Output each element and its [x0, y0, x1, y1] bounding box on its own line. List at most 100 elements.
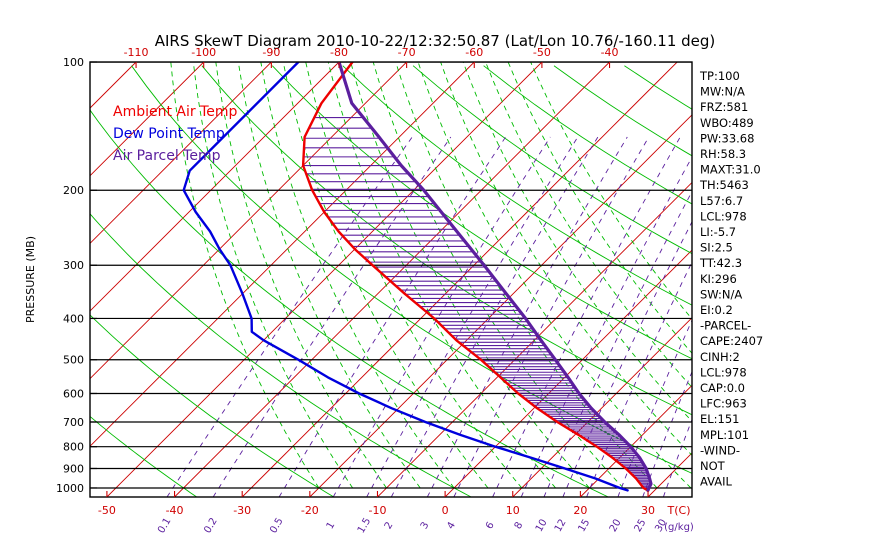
temp-top-tick-label: -90	[262, 46, 280, 59]
temp-tick-label: 30	[641, 504, 655, 517]
mixing-ratio-label: 25	[633, 517, 649, 534]
pressure-tick-label: 800	[63, 441, 84, 454]
sidebar-stat-frz: FRZ:581	[700, 100, 748, 114]
isotherm-line	[783, 62, 870, 497]
mixing-ratio-label: 1.5	[356, 516, 373, 535]
sidebar-stat-tp: TP:100	[699, 69, 740, 83]
moist-adiabat-line	[237, 62, 421, 489]
sidebar-stat-si: SI:2.5	[700, 241, 733, 255]
ambient-temp-curve	[301, 62, 650, 492]
sidebar-stat-maxt: MAXT:31.0	[700, 163, 761, 177]
sidebar-stat-mpl: MPL:101	[700, 428, 749, 442]
temp-tick-label: -10	[368, 504, 386, 517]
temp-tick-label: -30	[233, 504, 251, 517]
isotherm-line	[377, 181, 692, 497]
mixing-ratio-label: 15	[576, 517, 592, 534]
pressure-tick-label: 600	[63, 387, 84, 400]
chart-title: AIRS SkewT Diagram 2010-10-22/12:32:50.8…	[155, 32, 716, 50]
temp-top-tick-label: -40	[601, 46, 619, 59]
temp-top-tick-label: -80	[330, 46, 348, 59]
sidebar-stat-ki: KI:296	[700, 272, 737, 286]
mixing-ratio-label: 0.1	[156, 516, 173, 535]
isotherm-line	[106, 62, 543, 497]
mixing-ratio-label: 3	[419, 520, 432, 531]
temp-tick-label: -40	[166, 504, 184, 517]
sidebar-stat-lcl: LCL:978	[700, 209, 747, 223]
temp-tick-label: 10	[506, 504, 520, 517]
mixing-ratio-line	[366, 136, 579, 497]
pressure-tick-label: 1000	[56, 482, 84, 495]
sidebar-stat-lcl2: LCL:978	[700, 365, 747, 379]
mixing-ratio-label: 0.5	[268, 516, 285, 535]
dry-adiabat-line	[342, 65, 692, 306]
sidebar-stat-cap: CAP:0.0	[700, 381, 745, 395]
dewpoint-curve	[182, 62, 629, 492]
dry-adiabat-line	[836, 66, 870, 497]
dry-adiabat-line	[765, 66, 870, 497]
legend-item-0: Ambient Air Temp	[113, 104, 238, 120]
dry-adiabat-line	[271, 65, 692, 360]
isotherm-line	[647, 452, 692, 497]
mixing-ratio-label: 2	[383, 520, 396, 531]
sidebar-stat-cape: CAPE:2407	[700, 334, 763, 348]
dry-adiabat-line	[90, 109, 609, 497]
sidebar-stat-sw: SW:N/A	[700, 287, 742, 301]
sidebar-stat-not: NOT	[700, 459, 726, 473]
sidebar-stat-ei: EI:0.2	[700, 303, 733, 317]
mixing-ratio-label: 20	[608, 517, 624, 534]
isotherm-line	[90, 62, 407, 380]
sidebar-stat-mw: MW:N/A	[700, 85, 745, 99]
pressure-tick-label: 500	[63, 354, 84, 367]
moist-adiabat-line	[395, 62, 658, 489]
mixing-ratio-line	[492, 136, 681, 497]
pressure-tick-label: 300	[63, 259, 84, 272]
x-axis-mixing-title: (g/kg)	[664, 522, 694, 533]
sidebar-stat-lfc: LFC:963	[700, 397, 747, 411]
sidebar-stat-wbo: WBO:489	[700, 116, 754, 130]
isotherm-line	[174, 62, 610, 497]
temp-tick-label: 20	[573, 504, 587, 517]
dry-adiabat-line	[90, 415, 197, 497]
moist-adiabat-line	[507, 62, 692, 354]
isotherm-line	[0, 62, 1, 497]
x-axis-temp-title: T(C)	[667, 504, 691, 517]
mixing-ratio-label: 6	[484, 520, 497, 531]
isotherm-line	[444, 249, 692, 497]
sidebar-stat-pw: PW:33.68	[700, 131, 754, 145]
temp-tick-label: -20	[301, 504, 319, 517]
pressure-tick-label: 700	[63, 416, 84, 429]
plot-frame	[89, 61, 693, 498]
sidebar-stat-tt: TT:42.3	[699, 256, 742, 270]
isotherm-line	[90, 62, 205, 177]
sounding-layer	[182, 62, 653, 492]
moist-adiabat-line	[485, 62, 692, 388]
temp-top-tick-label: -110	[124, 46, 149, 59]
mixing-ratio-label: 8	[513, 520, 526, 531]
moist-adiabat-line	[350, 62, 590, 489]
moist-adiabat-line	[282, 62, 489, 489]
sidebar-stat-l57: L57:6.7	[700, 194, 743, 208]
sidebar-stat-parcel: -PARCEL-	[700, 319, 751, 333]
parcel-curve	[337, 62, 653, 492]
isotherm-line	[309, 114, 692, 497]
mixing-ratio-label: 0.2	[202, 516, 219, 535]
temp-top-tick-label: -50	[533, 46, 551, 59]
sidebar-stat-rh: RH:58.3	[700, 147, 746, 161]
sidebar-stat-wind: -WIND-	[700, 443, 740, 457]
temp-top-tick-label: -100	[191, 46, 216, 59]
temp-top-tick-label: -60	[465, 46, 483, 59]
y-axis-title: PRESSURE (MB)	[24, 236, 37, 323]
dry-adiabat-line	[201, 65, 692, 416]
isotherm-line	[90, 62, 475, 447]
moist-adiabat-line	[260, 62, 455, 489]
isotherm-line	[90, 62, 272, 244]
temp-tick-label: -50	[98, 504, 116, 517]
moist-adiabat-line	[305, 62, 523, 489]
mixing-ratio-label: 12	[553, 517, 569, 534]
temp-tick-label: 0	[442, 504, 449, 517]
sidebar-stat-cinh: CINH:2	[700, 350, 740, 364]
sidebar-stat-th: TH:5463	[699, 178, 749, 192]
pressure-tick-label: 900	[63, 462, 84, 475]
